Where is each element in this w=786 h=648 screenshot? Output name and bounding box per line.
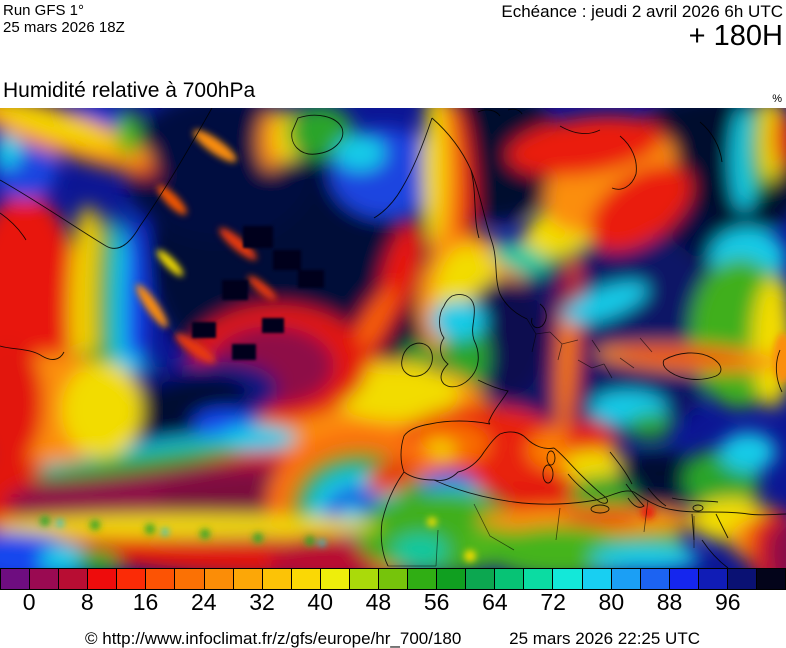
colorbar-cell: [233, 569, 263, 589]
colorbar-cell: [437, 569, 467, 589]
colorbar-tick: 72: [540, 589, 566, 615]
humidity-field-graphic: [0, 108, 786, 568]
colorbar-tick: 48: [365, 589, 392, 615]
colorbar-cell: [59, 569, 89, 589]
colorbar-tick-labels: 0 8 16 24 32 40 48 56 64 72 80 88 96: [0, 589, 786, 617]
colorbar-cell: [291, 569, 321, 589]
darkest-humidity-blocks: [192, 226, 324, 360]
colorbar-cell: [640, 569, 670, 589]
colorbar-cell: [524, 569, 554, 589]
humidity-field-streaks: [40, 130, 786, 562]
colorbar-cell: [30, 569, 60, 589]
colorbar-tick: 0: [22, 589, 36, 615]
valid-time-label: Echéance : jeudi 2 avril 2026 6h UTC: [501, 2, 783, 21]
colorbar-cell: [349, 569, 380, 589]
colorbar-tick: 40: [307, 589, 334, 615]
coastlines: [0, 108, 786, 568]
colorbar-cell: [320, 569, 350, 589]
colorbar-cell: [757, 569, 786, 589]
colorbar-cell: [175, 569, 205, 589]
colorbar-tick: 24: [190, 589, 217, 615]
colorbar-cell: [146, 569, 176, 589]
colorbar-tick: 96: [714, 589, 741, 615]
colorbar-tick: 8: [80, 589, 94, 615]
colorbar-cell: [553, 569, 583, 589]
colorbar-tick: 56: [423, 589, 450, 615]
colorbar-cell: [669, 569, 699, 589]
colorbar-tick: 80: [598, 589, 625, 615]
run-model: Run GFS 1°: [3, 2, 85, 19]
colorbar-cell: [582, 569, 612, 589]
colorbar-cell: [379, 569, 409, 589]
lead-time-label: + 180H: [688, 20, 783, 52]
colorbar-cell: [117, 569, 147, 589]
colorbar-cell: [727, 569, 758, 589]
unit-label: %: [772, 93, 782, 105]
run-date: 25 mars 2026 18Z: [3, 19, 125, 36]
generation-timestamp: 25 mars 2026 22:25 UTC: [509, 629, 700, 648]
colorbar-cell: [262, 569, 292, 589]
colorbar-cell: [611, 569, 641, 589]
colorbar-tick: 32: [249, 589, 275, 615]
colorbar: [0, 568, 786, 590]
colorbar-cell: [408, 569, 438, 589]
colorbar-cell: [1, 569, 31, 589]
colorbar-tick: 64: [482, 589, 508, 615]
run-info: Run GFS 1° 25 mars 2026 18Z: [3, 2, 125, 36]
colorbar-tick: 16: [132, 589, 159, 615]
source-url: © http://www.infoclimat.fr/z/gfs/europe/…: [85, 629, 462, 648]
country-borders: [388, 318, 695, 567]
humidity-field-blobs: [0, 108, 786, 568]
humidity-map: [0, 108, 786, 568]
map-title: Humidité relative à 700hPa: [3, 79, 256, 102]
colorbar-tick: 88: [656, 589, 683, 615]
valid-info: Echéance : jeudi 2 avril 2026 6h UTC + 1…: [501, 2, 783, 52]
colorbar-cell: [466, 569, 496, 589]
colorbar-cell: [495, 569, 525, 589]
colorbar-cell: [204, 569, 234, 589]
colorbar-cell: [88, 569, 118, 589]
colorbar-cell: [698, 569, 728, 589]
